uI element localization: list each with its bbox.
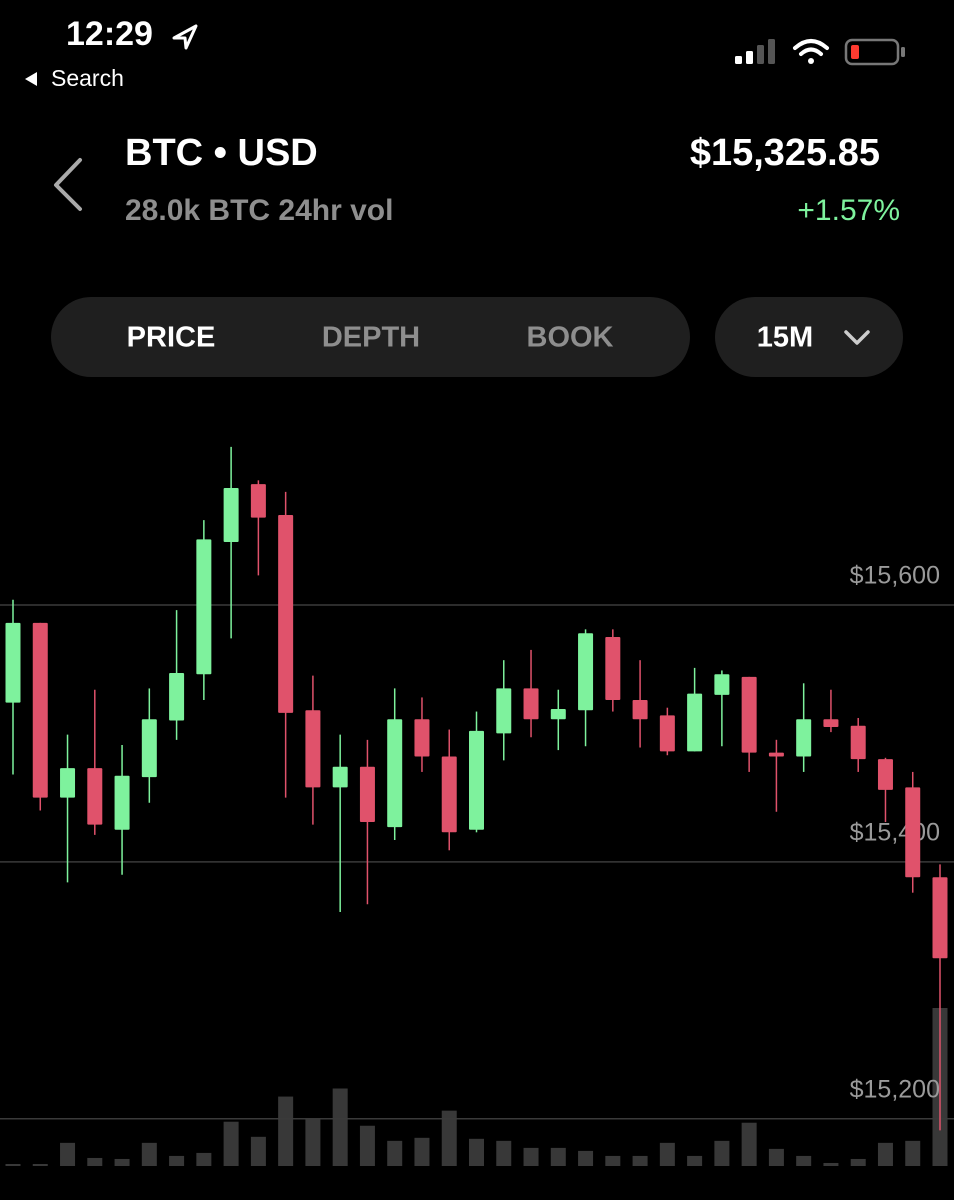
candle-body [32,622,48,798]
volume-bar [850,1158,866,1166]
volume-bar [714,1140,730,1166]
volume-bar [823,1162,839,1166]
volume-bar [32,1163,48,1166]
candle-body [578,633,594,711]
candle-body [141,719,157,778]
candle-body [605,637,621,700]
interval-selector[interactable] [715,297,903,377]
volume-bar [469,1138,484,1166]
volume-bar [359,1125,375,1166]
volume-bar [169,1155,185,1166]
volume-bar [523,1147,539,1166]
candle-body [932,877,948,959]
volume-bar [114,1158,130,1166]
candle-body [87,768,103,825]
volume-bar [877,1142,893,1166]
y-tick-label: $15,400 [850,818,940,846]
tab[interactable]: PRICE [127,322,216,354]
candle-body [496,688,512,734]
candle-body [659,715,675,752]
dropdown-chevron[interactable] [844,330,870,345]
volume-bar [768,1148,784,1166]
volume-bar [741,1122,757,1166]
candle-body [877,759,893,790]
volume-bar [905,1140,921,1166]
volume-bar [414,1137,430,1166]
change: +1.57% [797,194,900,227]
candle-body [5,622,21,703]
volume-bar [196,1152,212,1166]
candle-body [387,719,403,828]
status-time: 12:29 [66,15,153,53]
candle-body [278,515,294,713]
candle-body [523,688,539,720]
candle-body [796,719,812,757]
candle-body [114,775,130,830]
back-arrow-small[interactable] [25,72,37,86]
candle-body [359,766,375,823]
volume-bar [605,1155,621,1166]
volume-bar [632,1155,648,1166]
pair-title: BTC • USD [125,132,318,174]
wifi-icon [793,39,829,64]
tab[interactable]: DEPTH [322,322,420,354]
volume-bar [496,1140,512,1166]
volume-bar [687,1155,703,1166]
tab-bar [51,297,690,377]
candle-body [196,539,212,675]
candle-body [60,768,76,798]
signal-icon [735,39,775,64]
back-search[interactable]: Search [51,65,124,91]
volume-bar [387,1140,403,1166]
candle-body [687,693,703,752]
candle-body [632,699,648,720]
candle-body [469,730,484,830]
candle-body [741,676,757,753]
volume-bar [659,1142,675,1166]
volume-bar [332,1088,348,1166]
volume-bar [250,1136,266,1166]
y-tick-label: $15,200 [850,1075,940,1103]
battery-icon [844,38,905,66]
candle-body [441,756,457,833]
volume-subtitle: 28.0k BTC 24hr vol [125,194,393,227]
volume-bar [87,1157,103,1166]
candle-body [332,766,348,788]
volume-bar [441,1110,457,1166]
candle-body [169,673,185,721]
candle-body [850,725,866,760]
candle-body [905,787,921,878]
volume-bar [550,1147,566,1166]
volume-bar [5,1163,21,1166]
candle-body [305,710,321,788]
volume-bar [141,1142,157,1166]
candle-body [550,708,566,720]
location-icon [172,24,198,50]
price: $15,325.85 [690,132,880,174]
candle-body [823,719,839,727]
volume-bar [796,1155,812,1166]
tab[interactable]: BOOK [527,322,614,354]
interval-label[interactable]: 15M [757,322,813,354]
candle-body [250,484,266,518]
volume-bar [578,1150,594,1166]
candle-body [768,752,784,757]
y-tick-label: $15,600 [850,562,940,590]
back-chevron[interactable] [54,158,82,211]
candle-body [414,719,430,757]
volume-bar [223,1121,239,1166]
candle-body [714,674,730,695]
candle-body [223,488,239,542]
volume-bar [60,1142,76,1166]
volume-bar [278,1096,294,1166]
volume-bar [305,1118,321,1166]
